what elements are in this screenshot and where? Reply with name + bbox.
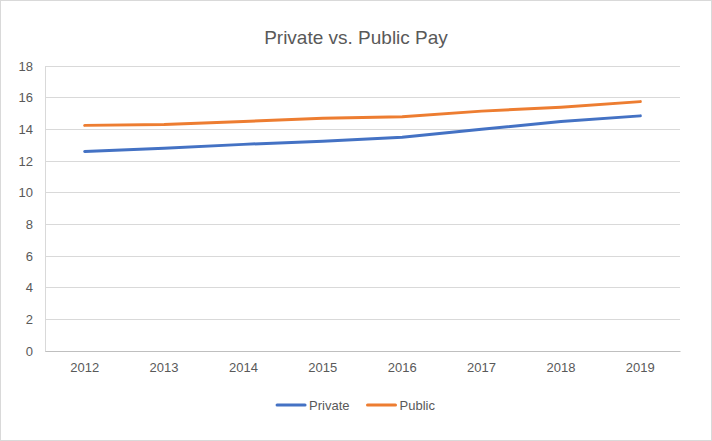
legend-label: Private	[309, 398, 349, 413]
chart: Private vs. Public Pay 0 2 4 6 8 10 12 14 16 18 201…	[0, 0, 712, 441]
series-lines	[85, 102, 641, 152]
y-tick: 8	[26, 217, 45, 232]
x-tick: 2013	[150, 351, 179, 375]
y-tick-label: 12	[19, 154, 33, 169]
y-tick: 2	[26, 312, 45, 327]
y-tick-label: 16	[19, 90, 33, 105]
grid-line	[45, 129, 680, 130]
x-tick: 2015	[308, 351, 337, 375]
y-tick: 18	[19, 59, 45, 74]
y-tick-label: 14	[19, 122, 33, 137]
grid-line	[45, 351, 680, 352]
y-tick-label: 10	[19, 185, 33, 200]
y-tick: 12	[19, 154, 45, 169]
legend-swatch	[368, 404, 396, 407]
legend-item: Public	[368, 398, 436, 413]
x-tick-label: 2014	[229, 360, 258, 375]
chart-border	[1, 1, 712, 441]
y-tick: 4	[26, 280, 45, 295]
x-tick-label: 2015	[308, 360, 337, 375]
grid-line	[45, 161, 680, 162]
y-tick: 6	[26, 249, 45, 264]
series-line	[85, 102, 641, 126]
y-tick-label: 18	[19, 59, 33, 74]
x-tick-label: 2013	[150, 360, 179, 375]
grid-line	[45, 287, 680, 288]
plot: 0246810121416182012201320142015201620172…	[19, 59, 681, 376]
y-axis-line	[45, 67, 46, 352]
x-tick: 2018	[546, 351, 575, 375]
x-axis: 2012 2013 2014 2015 2016 2017 2018 2019	[46, 351, 681, 375]
y-tick: 16	[19, 90, 45, 105]
x-tick-label: 2018	[546, 360, 575, 375]
x-tick-label: 2019	[626, 360, 655, 375]
x-tick-label: 2017	[467, 360, 496, 375]
y-tick: 14	[19, 122, 45, 137]
x-tick: 2016	[388, 351, 417, 375]
y-axis: 0 2 4 6 8 10 12 14 16 18	[19, 59, 46, 359]
y-tick: 0	[26, 344, 45, 359]
grid-line	[45, 66, 680, 67]
grid-line	[45, 224, 680, 225]
grid-line	[45, 256, 680, 257]
x-tick: 2017	[467, 351, 496, 375]
grid-line	[45, 97, 680, 98]
y-tick-label: 0	[26, 344, 33, 359]
y-tick-label: 8	[26, 217, 33, 232]
grid-line	[45, 192, 680, 193]
y-tick-label: 6	[26, 249, 33, 264]
x-tick: 2012	[70, 351, 99, 375]
legend-swatch	[277, 404, 305, 407]
y-tick-label: 4	[26, 280, 33, 295]
legend: Private Public	[277, 398, 435, 413]
grid-line	[45, 319, 680, 320]
x-tick: 2014	[229, 351, 258, 375]
legend-item: Private	[277, 398, 349, 413]
x-axis-line	[46, 351, 681, 352]
y-tick-label: 2	[26, 312, 33, 327]
x-tick-label: 2016	[388, 360, 417, 375]
series-line	[85, 116, 641, 152]
y-tick: 10	[19, 185, 45, 200]
x-tick-label: 2012	[70, 360, 99, 375]
legend-label: Public	[400, 398, 436, 413]
title: Private vs. Public Pay	[264, 27, 448, 48]
grid	[45, 66, 680, 351]
x-tick: 2019	[626, 351, 655, 375]
